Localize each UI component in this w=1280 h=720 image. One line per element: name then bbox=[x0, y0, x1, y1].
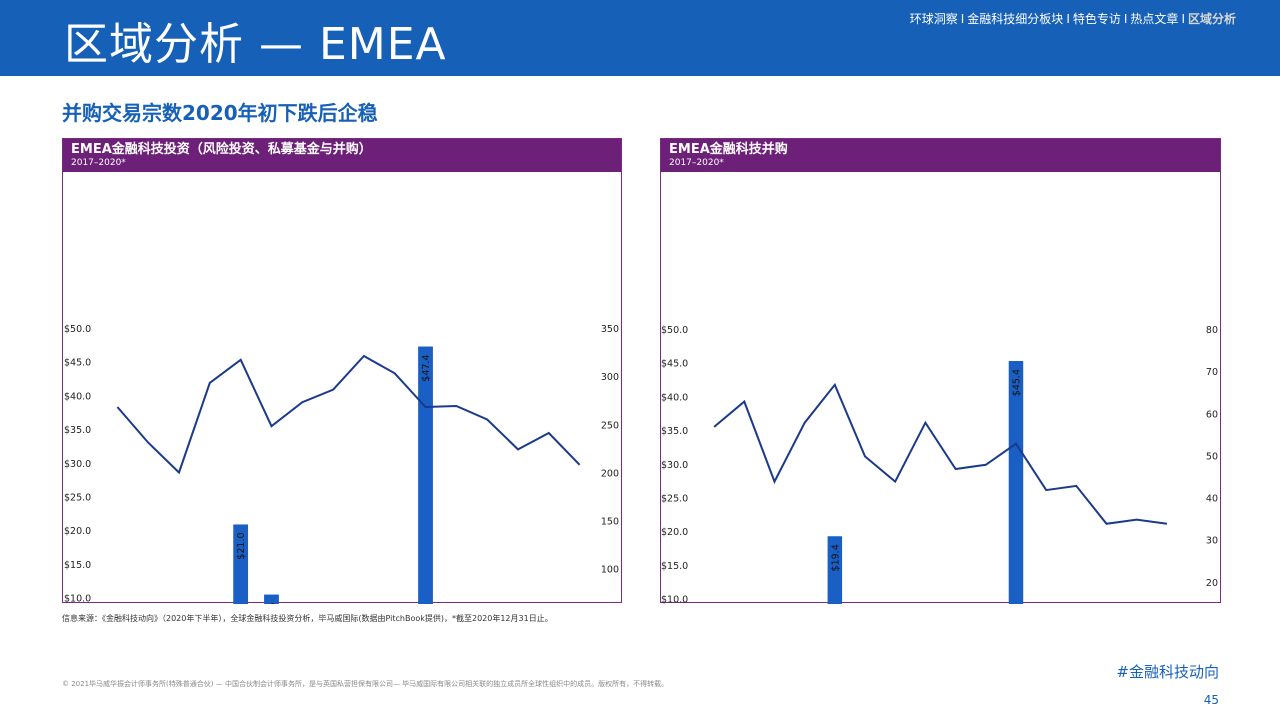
chart-header: EMEA金融科技并购 2017–2020* bbox=[661, 139, 1220, 172]
page-title: 区域分析 — EMEA bbox=[64, 19, 447, 70]
y-axis-left-tick: $50.0 bbox=[661, 325, 688, 336]
y-axis-left-tick: $30.0 bbox=[661, 460, 688, 471]
y-axis-right-tick: 20 bbox=[1206, 578, 1218, 589]
bar-data-label: $10.6 bbox=[267, 603, 278, 604]
source-note: 信息来源：《金融科技动向》（2020年下半年），全球金融科技投资分析，毕马威国际… bbox=[62, 614, 553, 623]
y-axis-left-tick: $15.0 bbox=[661, 561, 688, 572]
y-axis-left-tick: $45.0 bbox=[64, 358, 91, 369]
y-axis-right-tick: 70 bbox=[1206, 367, 1218, 378]
bar bbox=[264, 594, 279, 604]
y-axis-left-tick: $40.0 bbox=[661, 392, 688, 403]
bar-data-label: $21.0 bbox=[236, 532, 247, 559]
y-axis-right-tick: 300 bbox=[601, 372, 619, 383]
y-axis-right-tick: 150 bbox=[601, 517, 619, 528]
y-axis-right-tick: 50 bbox=[1206, 451, 1218, 462]
y-axis-right-tick: 30 bbox=[1206, 536, 1218, 547]
deal-count-line bbox=[116, 354, 581, 475]
y-axis-left-tick: $10.0 bbox=[64, 594, 91, 604]
copyright-note: © 2021毕马威华振会计师事务所(特殊普通合伙) — 中国合伙制会计师事务所，… bbox=[62, 680, 669, 688]
y-axis-left-tick: $35.0 bbox=[661, 426, 688, 437]
y-axis-right-tick: 250 bbox=[601, 420, 619, 431]
y-axis-left-tick: $30.0 bbox=[64, 459, 91, 470]
hashtag-label[interactable]: #金融科技动向 bbox=[1116, 663, 1219, 681]
nav-item-interviews[interactable]: 特色专访 bbox=[1072, 12, 1121, 26]
y-axis-right-tick: 40 bbox=[1206, 494, 1218, 505]
nav-separator: I bbox=[1123, 11, 1128, 26]
chart-subtitle: 2017–2020* bbox=[71, 158, 126, 168]
nav-separator: I bbox=[1181, 11, 1185, 26]
chart-header: EMEA金融科技投资（风险投资、私募基金与并购） 2017–2020* bbox=[63, 139, 621, 172]
y-axis-left-tick: $15.0 bbox=[64, 560, 91, 571]
investment-chart: $50.0 $45.0 $40.0 $35.0 $30.0 $25.0 $20.0 $15.0… bbox=[64, 324, 619, 604]
y-axis-left-tick: $45.0 bbox=[661, 359, 688, 370]
bar-data-label: $47.4 bbox=[421, 355, 432, 382]
y-axis-left-tick: $25.0 bbox=[661, 494, 688, 505]
y-axis-right-tick: 60 bbox=[1206, 409, 1218, 420]
nav-item-regional-analysis[interactable]: 区域分析 bbox=[1187, 12, 1236, 26]
y-axis-right-tick: 350 bbox=[601, 324, 619, 335]
ma-chart: $50.0 $45.0 $40.0 $35.0 $30.0 $25.0 $20.0 $15.0… bbox=[661, 325, 1218, 604]
chart-panel-investment: EMEA金融科技投资（风险投资、私募基金与并购） 2017–2020* $50.… bbox=[62, 138, 622, 604]
chart-subtitle: 2017–2020* bbox=[669, 158, 724, 168]
chart-title: EMEA金融科技投资（风险投资、私募基金与并购） bbox=[71, 142, 372, 157]
nav-separator: I bbox=[960, 11, 965, 26]
page-number: 45 bbox=[1203, 693, 1219, 707]
y-axis-right-tick: 80 bbox=[1206, 325, 1218, 336]
y-axis-right-tick: 100 bbox=[601, 565, 619, 576]
bar bbox=[233, 524, 249, 604]
deal-count-line bbox=[713, 382, 1168, 525]
y-axis-left-tick: $20.0 bbox=[661, 527, 688, 538]
section-subtitle: 并购交易宗数2020年初下跌后企稳 bbox=[62, 101, 378, 125]
chart-title: EMEA金融科技并购 bbox=[669, 142, 788, 157]
y-axis-right-tick: 200 bbox=[601, 468, 619, 479]
nav-separator: I bbox=[1066, 11, 1070, 26]
bar bbox=[1008, 361, 1024, 604]
y-axis-left-tick: $50.0 bbox=[64, 324, 91, 335]
top-banner bbox=[0, 0, 1280, 76]
y-axis-left-tick: $20.0 bbox=[64, 526, 91, 537]
y-axis-left-tick: $35.0 bbox=[64, 425, 91, 436]
bar bbox=[827, 536, 843, 604]
nav-item-hot-articles[interactable]: 热点文章 bbox=[1130, 12, 1179, 26]
y-axis-left-tick: $10.0 bbox=[661, 595, 688, 604]
top-navigation: 环球洞察 I 金融科技细分板块 I 特色专访 I 热点文章 I 区域分析 bbox=[910, 10, 1236, 27]
nav-item-global-insights[interactable]: 环球洞察 bbox=[909, 12, 958, 26]
chart-panel-ma: EMEA金融科技并购 2017–2020* $50.0 $45.0 $40.0 $35… bbox=[660, 138, 1221, 604]
bar-data-label: $19.4 bbox=[830, 544, 841, 571]
nav-item-fintech-segments[interactable]: 金融科技细分板块 bbox=[967, 12, 1064, 26]
y-axis-left-tick: $25.0 bbox=[64, 493, 91, 504]
y-axis-left-tick: $40.0 bbox=[64, 391, 91, 402]
bar-data-label: $45.4 bbox=[1011, 369, 1022, 396]
bar bbox=[418, 346, 433, 604]
